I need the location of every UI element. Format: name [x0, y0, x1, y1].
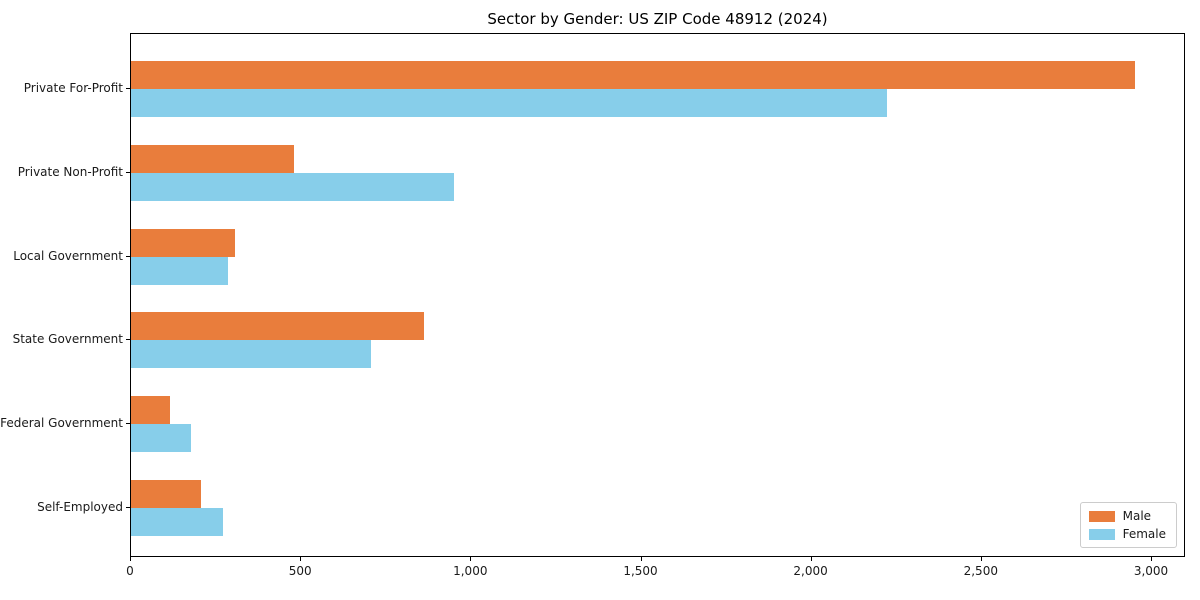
x-tick-label-2500: 2,500: [963, 564, 998, 578]
y-tick-mark: [126, 88, 130, 89]
y-tick-label-federal-government: Federal Government: [0, 416, 123, 431]
bar-male-self-employed: [131, 480, 201, 508]
bar-female-local-government: [131, 256, 228, 285]
legend-label-female: Female: [1122, 527, 1166, 541]
x-tick-mark: [640, 557, 642, 561]
chart-title: Sector by Gender: US ZIP Code 48912 (202…: [487, 10, 828, 28]
x-tick-mark: [470, 557, 472, 561]
bar-male-local-government: [131, 228, 235, 257]
legend-swatch-male: [1088, 510, 1115, 522]
bar-female-federal-government: [131, 424, 191, 453]
x-tick-label-1500: 1,500: [623, 564, 658, 578]
bar-female-state-government: [131, 340, 371, 369]
x-tick-label-3000: 3,000: [1133, 564, 1169, 578]
y-tick-label-private-for-profit: Private For-Profit: [23, 81, 123, 95]
y-tick-label-state-government: State Government: [12, 332, 123, 347]
bar-male-state-government: [131, 312, 424, 341]
legend-swatch-female: [1088, 528, 1115, 540]
y-tick-label-local-government: Local Government: [13, 248, 123, 263]
legend: Male Female: [1079, 502, 1177, 548]
legend-label-male: Male: [1122, 509, 1152, 523]
y-tick-mark: [126, 339, 130, 341]
bar-male-private-for-profit: [131, 61, 1135, 89]
x-tick-mark: [810, 557, 812, 561]
y-tick-mark: [126, 423, 130, 425]
y-tick-mark: [126, 255, 130, 257]
x-tick-mark: [1151, 557, 1152, 561]
bar-female-self-employed: [131, 508, 223, 536]
bar-male-federal-government: [131, 396, 171, 425]
y-tick-label-self-employed: Self-Employed: [37, 500, 123, 514]
plot-area: Male Female: [130, 33, 1185, 557]
x-tick-mark: [300, 557, 302, 561]
x-tick-mark: [980, 557, 982, 561]
bar-female-private-non-profit: [131, 172, 455, 201]
legend-entry-male: Male: [1088, 509, 1166, 523]
bar-male-private-non-profit: [131, 144, 295, 173]
y-tick-label-private-non-profit: Private Non-Profit: [17, 164, 123, 179]
x-tick-label-1000: 1,000: [453, 564, 488, 578]
y-tick-mark: [126, 171, 130, 173]
bar-female-private-for-profit: [131, 89, 887, 117]
x-tick-label-500: 500: [288, 564, 312, 578]
x-tick-label-0: 0: [126, 564, 134, 578]
y-tick-mark: [126, 507, 130, 508]
x-tick-mark: [130, 557, 131, 561]
legend-entry-female: Female: [1088, 527, 1166, 541]
x-tick-label-2000: 2,000: [793, 564, 828, 578]
